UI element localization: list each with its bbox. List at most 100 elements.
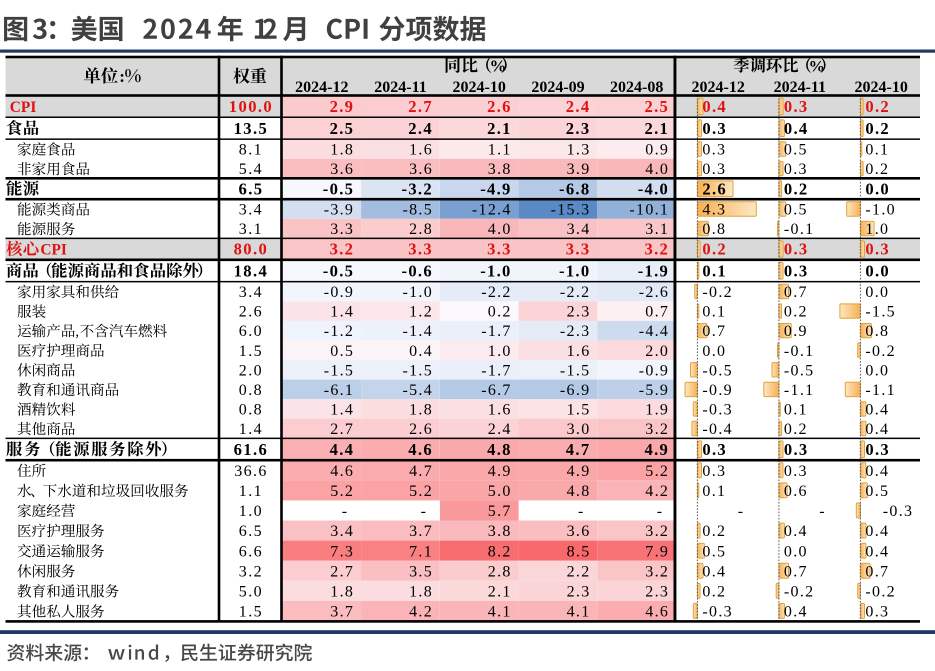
svg-text:3.2: 3.2 xyxy=(645,563,669,580)
svg-text:-1.5: -1.5 xyxy=(560,362,591,379)
svg-text:0.4: 0.4 xyxy=(702,563,726,580)
svg-text:2.3: 2.3 xyxy=(567,583,591,600)
svg-text:1.5: 1.5 xyxy=(239,343,263,360)
svg-text:-2.6: -2.6 xyxy=(639,284,670,301)
svg-text:0.4: 0.4 xyxy=(865,543,889,560)
svg-text:3.4: 3.4 xyxy=(330,523,354,540)
svg-text:0.8: 0.8 xyxy=(865,323,889,340)
svg-text:80.0: 80.0 xyxy=(234,240,269,259)
svg-text:2024-11: 2024-11 xyxy=(774,79,826,96)
svg-text:100.0: 100.0 xyxy=(229,97,273,116)
svg-text:CPI: CPI xyxy=(10,99,37,116)
svg-text:-4.0: -4.0 xyxy=(638,179,669,198)
svg-text:3.6: 3.6 xyxy=(330,161,354,178)
svg-text:1.0: 1.0 xyxy=(488,343,512,360)
svg-text:0.2: 0.2 xyxy=(784,304,808,321)
svg-text:2.6: 2.6 xyxy=(487,97,512,116)
svg-text:6.5: 6.5 xyxy=(239,523,263,540)
svg-text:1.4: 1.4 xyxy=(330,402,354,419)
svg-text:0.8: 0.8 xyxy=(702,221,726,238)
svg-text:-1.9: -1.9 xyxy=(638,261,669,280)
svg-text:-0.6: -0.6 xyxy=(402,261,433,280)
svg-text:1.8: 1.8 xyxy=(330,583,354,600)
svg-text:2.4: 2.4 xyxy=(488,421,512,438)
svg-text:0.7: 0.7 xyxy=(784,284,808,301)
svg-text:0.3: 0.3 xyxy=(702,161,726,178)
svg-text:7.3: 7.3 xyxy=(330,543,354,560)
svg-text::: : xyxy=(119,67,125,86)
svg-text:0.3: 0.3 xyxy=(784,161,808,178)
svg-text:-5.4: -5.4 xyxy=(403,382,434,399)
svg-text:-1.5: -1.5 xyxy=(403,362,434,379)
svg-text:0.3: 0.3 xyxy=(784,97,809,116)
svg-text:-1.1: -1.1 xyxy=(784,382,815,399)
svg-text:8.1: 8.1 xyxy=(239,142,263,159)
svg-text:4.0: 4.0 xyxy=(488,221,512,238)
svg-text:-0.2: -0.2 xyxy=(865,343,896,360)
svg-text:1.8: 1.8 xyxy=(409,583,433,600)
svg-text:0.4: 0.4 xyxy=(865,421,889,438)
svg-text:-0.1: -0.1 xyxy=(784,221,815,238)
svg-text:0.5: 0.5 xyxy=(784,142,808,159)
svg-text:0.9: 0.9 xyxy=(645,142,669,159)
svg-text:5.0: 5.0 xyxy=(239,583,263,600)
svg-text:3.4: 3.4 xyxy=(239,284,263,301)
svg-text:4.9: 4.9 xyxy=(488,463,512,480)
svg-text:0.5: 0.5 xyxy=(330,343,354,360)
svg-text:7.1: 7.1 xyxy=(409,543,433,560)
svg-text:%: % xyxy=(809,56,825,75)
svg-text:-: - xyxy=(657,503,664,520)
svg-text:-1.0: -1.0 xyxy=(865,202,896,219)
svg-text:-1.4: -1.4 xyxy=(403,323,434,340)
svg-text:0.0: 0.0 xyxy=(865,284,889,301)
svg-text:-0.5: -0.5 xyxy=(323,261,354,280)
svg-text:4.9: 4.9 xyxy=(645,440,670,459)
svg-text:1.4: 1.4 xyxy=(330,304,354,321)
svg-text:3.3: 3.3 xyxy=(408,240,433,259)
svg-text:2.4: 2.4 xyxy=(566,97,591,116)
svg-text:2024-08: 2024-08 xyxy=(610,79,663,96)
svg-text:3.6: 3.6 xyxy=(567,523,591,540)
svg-text:-0.4: -0.4 xyxy=(702,421,733,438)
svg-text:5.0: 5.0 xyxy=(488,483,512,500)
svg-text:0.8: 0.8 xyxy=(239,402,263,419)
svg-text:0.4: 0.4 xyxy=(784,119,809,138)
svg-text:0.6: 0.6 xyxy=(784,483,808,500)
svg-text:3.2: 3.2 xyxy=(645,240,670,259)
svg-text:6.5: 6.5 xyxy=(239,179,264,198)
svg-text:0.1: 0.1 xyxy=(784,402,808,419)
svg-text:36.6: 36.6 xyxy=(234,463,268,480)
svg-text:3.3: 3.3 xyxy=(487,240,512,259)
svg-text:-1.7: -1.7 xyxy=(481,323,512,340)
svg-text:2.3: 2.3 xyxy=(645,583,669,600)
svg-text:1.9: 1.9 xyxy=(645,402,669,419)
svg-text:2024-10: 2024-10 xyxy=(453,79,506,96)
svg-text:-2.2: -2.2 xyxy=(560,284,591,301)
svg-text:-2.3: -2.3 xyxy=(560,323,591,340)
svg-text:-6.9: -6.9 xyxy=(560,382,591,399)
svg-text:2.8: 2.8 xyxy=(488,563,512,580)
svg-text:-1.2: -1.2 xyxy=(324,323,355,340)
svg-text:-: - xyxy=(578,503,585,520)
svg-text:0.4: 0.4 xyxy=(865,463,889,480)
svg-text:1.4: 1.4 xyxy=(239,421,263,438)
svg-text:0.3: 0.3 xyxy=(702,119,727,138)
svg-text:0.2: 0.2 xyxy=(702,523,726,540)
svg-text:,: , xyxy=(75,324,79,340)
svg-text:-12.4: -12.4 xyxy=(472,202,512,219)
svg-text:-0.2: -0.2 xyxy=(702,284,733,301)
svg-text:-1.0: -1.0 xyxy=(559,261,590,280)
svg-text:1.8: 1.8 xyxy=(409,402,433,419)
svg-text:1.2: 1.2 xyxy=(409,304,433,321)
svg-text:-10.1: -10.1 xyxy=(629,202,669,219)
svg-text:-0.5: -0.5 xyxy=(323,179,354,198)
svg-text:-: - xyxy=(421,503,428,520)
svg-text:0.0: 0.0 xyxy=(865,179,890,198)
svg-text:3.8: 3.8 xyxy=(488,523,512,540)
svg-text:1.5: 1.5 xyxy=(239,604,263,621)
svg-text:0.4: 0.4 xyxy=(409,343,433,360)
svg-text:-0.2: -0.2 xyxy=(784,583,815,600)
svg-text:2.6: 2.6 xyxy=(239,304,263,321)
svg-text:4.6: 4.6 xyxy=(645,604,669,621)
svg-text:2.5: 2.5 xyxy=(645,97,670,116)
